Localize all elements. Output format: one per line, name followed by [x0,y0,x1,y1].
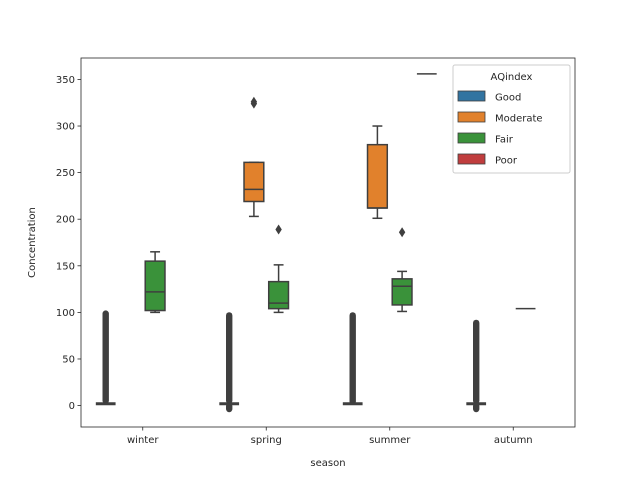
box-moderate-summer [366,125,389,220]
box-iqr [243,161,265,203]
box-moderate-spring [243,96,265,218]
y-tick-label: 100 [56,308,75,319]
outlier-point [275,224,282,235]
box-fair-winter [144,251,166,314]
outlier-points [473,319,480,404]
box-iqr [391,278,413,306]
box-iqr [366,143,389,209]
box-iqr [144,260,166,312]
legend-label-poor: Poor [495,156,518,167]
x-tick-label: spring [251,435,282,446]
outlier-point [250,96,258,107]
box-good-spring [219,312,240,413]
legend-label-good: Good [495,93,521,104]
x-tick-label: autumn [494,435,533,446]
box-good-autumn [466,319,487,413]
legend-items: Good Moderate Fair Poor [457,90,543,167]
y-tick-label: 350 [56,75,75,86]
y-tick-label: 150 [56,261,75,272]
legend-title: AQindex [491,72,533,83]
y-axis-title: Concentration [27,207,38,278]
y-axis: 0 50 100 150 200 250 300 350 [56,75,81,412]
legend-label-moderate: Moderate [495,114,543,125]
legend-swatch-moderate [457,111,486,123]
legend-label-fair: Fair [495,135,514,146]
outlier-point [398,227,406,238]
axes-frame [80,57,576,428]
y-tick-label: 200 [56,215,75,226]
x-tick-label: winter [127,435,159,446]
y-tick-label: 250 [56,168,75,179]
y-tick-label: 0 [69,401,75,412]
legend-swatch-poor [457,153,486,165]
box-fair-summer [391,227,413,313]
x-axis-title: season [310,458,345,469]
x-axis: winter spring summer autumn [127,427,533,446]
legend-swatch-fair [457,132,486,144]
x-tick-label: summer [369,435,411,446]
plot-area [95,73,536,413]
box-good-winter [95,310,116,406]
outlier-points [349,312,356,405]
outlier-points [226,312,233,404]
legend-swatch-good [457,90,486,102]
box-fair-spring [267,224,290,314]
box-good-summer [342,312,363,406]
y-tick-label: 50 [62,354,75,365]
box-iqr [267,280,290,310]
outlier-points [102,310,109,404]
y-tick-label: 300 [56,122,75,133]
legend: AQindex Good Moderate Fair Poor [452,64,571,174]
